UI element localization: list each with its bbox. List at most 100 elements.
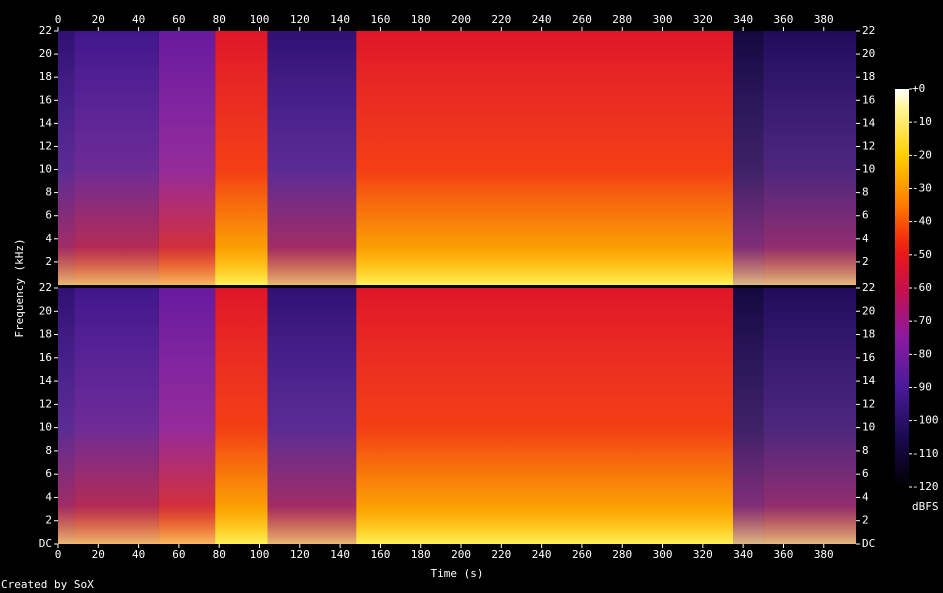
- y-tick-label: 8: [862, 186, 869, 199]
- x-tick-label: 220: [491, 13, 511, 26]
- y-tick-label: 22: [39, 281, 52, 294]
- x-tick-label: 20: [92, 548, 105, 561]
- y-tick-label: 14: [39, 116, 53, 129]
- colorbar-tick-label: -100: [912, 414, 939, 427]
- y-tick-label: 20: [862, 47, 875, 60]
- y-tick-label: DC: [39, 537, 52, 550]
- y-tick-label: 6: [862, 209, 869, 222]
- y-tick-label: DC: [862, 537, 875, 550]
- y-tick-label: 12: [862, 397, 875, 410]
- y-tick-label: 12: [862, 139, 875, 152]
- x-tick-label: 80: [213, 13, 226, 26]
- y-tick-label: 16: [39, 351, 52, 364]
- colorbar-label: dBFS: [912, 500, 939, 513]
- x-tick-label: 200: [451, 548, 471, 561]
- x-tick-label: 160: [370, 548, 390, 561]
- colorbar-tick-label: -80: [912, 347, 932, 360]
- x-tick-label: 140: [330, 548, 350, 561]
- x-tick-label: 320: [693, 13, 713, 26]
- x-axis-label: Time (s): [431, 567, 484, 580]
- colorbar-tick-label: -40: [912, 215, 932, 228]
- x-tick-label: 160: [370, 13, 390, 26]
- x-tick-label: 180: [411, 13, 431, 26]
- y-tick-label: 18: [862, 328, 875, 341]
- x-tick-label: 380: [814, 13, 834, 26]
- y-tick-label: 16: [862, 93, 875, 106]
- y-tick-label: 4: [45, 232, 52, 245]
- x-tick-label: 240: [532, 548, 552, 561]
- colorbar: [895, 89, 909, 487]
- x-tick-label: 40: [132, 548, 145, 561]
- y-tick-label: 22: [39, 24, 52, 37]
- x-tick-label: 280: [612, 548, 632, 561]
- y-tick-label: 20: [39, 304, 52, 317]
- x-tick-label: 40: [132, 13, 145, 26]
- colorbar-tick-label: -50: [912, 248, 932, 261]
- x-tick-label: 220: [491, 548, 511, 561]
- y-tick-label: 20: [39, 47, 52, 60]
- colorbar-tick-label: +0: [912, 82, 925, 95]
- y-tick-label: 10: [862, 421, 875, 434]
- y-tick-label: 10: [39, 163, 52, 176]
- colorbar-tick-label: -30: [912, 182, 932, 195]
- x-tick-label: 360: [774, 13, 794, 26]
- y-tick-label: 6: [45, 467, 52, 480]
- y-tick-label: 10: [39, 421, 52, 434]
- x-tick-label: 360: [774, 548, 794, 561]
- x-tick-label: 0: [55, 13, 62, 26]
- colorbar-tick-label: -20: [912, 148, 932, 161]
- x-tick-label: 260: [572, 13, 592, 26]
- x-tick-label: 140: [330, 13, 350, 26]
- y-tick-label: 18: [39, 70, 52, 83]
- x-tick-label: 320: [693, 548, 713, 561]
- y-tick-label: 2: [862, 255, 869, 268]
- y-tick-label: 18: [862, 70, 875, 83]
- y-tick-label: 20: [862, 304, 875, 317]
- x-tick-label: 120: [290, 13, 310, 26]
- x-tick-label: 60: [172, 13, 185, 26]
- x-tick-label: 340: [733, 548, 753, 561]
- y-axis-label: Frequency (kHz): [13, 238, 26, 337]
- x-tick-label: 240: [532, 13, 552, 26]
- y-tick-label: 8: [45, 186, 52, 199]
- x-tick-label: 0: [55, 548, 62, 561]
- x-tick-label: 380: [814, 548, 834, 561]
- x-tick-label: 280: [612, 13, 632, 26]
- x-tick-label: 260: [572, 548, 592, 561]
- y-tick-label: 16: [862, 351, 875, 364]
- x-tick-label: 340: [733, 13, 753, 26]
- y-tick-label: 12: [39, 139, 52, 152]
- low-frequency-band: [58, 288, 856, 544]
- colorbar-tick-label: -70: [912, 314, 932, 327]
- x-tick-label: 300: [653, 13, 673, 26]
- colorbar-tick-label: -10: [912, 115, 932, 128]
- y-tick-label: 12: [39, 397, 52, 410]
- x-tick-label: 20: [92, 13, 105, 26]
- x-tick-label: 100: [250, 13, 270, 26]
- y-tick-label: 4: [862, 232, 869, 245]
- colorbar-tick-label: -90: [912, 381, 932, 394]
- y-tick-label: 2: [45, 255, 52, 268]
- y-tick-label: 6: [862, 467, 869, 480]
- y-tick-label: 18: [39, 328, 52, 341]
- x-tick-label: 180: [411, 548, 431, 561]
- colorbar-tick-label: -120: [912, 480, 939, 493]
- y-tick-label: 22: [862, 281, 875, 294]
- y-tick-label: 4: [862, 490, 869, 503]
- x-tick-label: 100: [250, 548, 270, 561]
- y-tick-label: 2: [45, 514, 52, 527]
- y-tick-label: 14: [39, 374, 53, 387]
- colorbar-tick-label: -110: [912, 447, 939, 460]
- y-tick-label: 14: [862, 374, 876, 387]
- y-tick-label: 4: [45, 490, 52, 503]
- x-tick-label: 300: [653, 548, 673, 561]
- y-tick-label: 16: [39, 93, 52, 106]
- low-frequency-band: [58, 31, 856, 285]
- x-tick-label: 200: [451, 13, 471, 26]
- y-tick-label: 22: [862, 24, 875, 37]
- footer: Created by SoX: [1, 578, 94, 591]
- y-tick-label: 8: [862, 444, 869, 457]
- y-tick-label: 8: [45, 444, 52, 457]
- y-tick-label: 14: [862, 116, 876, 129]
